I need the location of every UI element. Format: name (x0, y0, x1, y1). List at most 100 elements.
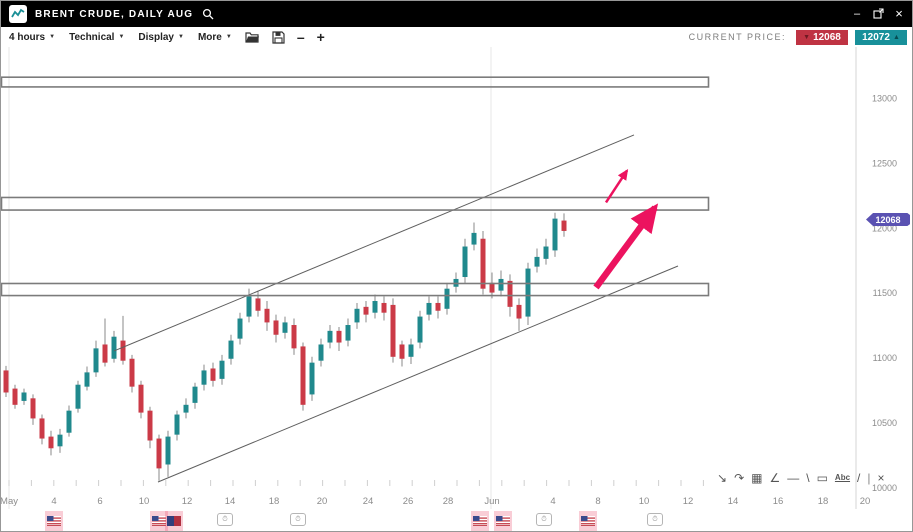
x-axis-label: 28 (443, 496, 454, 507)
candle-body (291, 325, 297, 349)
us-flag-icon[interactable] (494, 511, 512, 531)
candle-body (480, 238, 486, 289)
candle-body (507, 280, 513, 307)
search-icon[interactable] (202, 8, 214, 20)
news-events-row: ⏱ ⏱ ⏱ ⏱ (1, 511, 912, 531)
zoom-in-icon[interactable]: + (316, 29, 325, 45)
candle-body (426, 302, 432, 315)
rectangle-tool-icon[interactable]: ▭ (816, 471, 828, 485)
dropdown-more[interactable]: More ▼ (198, 32, 232, 43)
save-icon[interactable] (272, 30, 285, 44)
candle-body (165, 436, 171, 465)
down-arrow-icon: ▼ (803, 33, 811, 41)
y-axis-label: 11000 (873, 353, 897, 363)
chart-area[interactable]: 13000 12500 12000 11500 11000 10500 10000 May 4 6… (1, 47, 912, 531)
trendline-tool-icon[interactable]: \ (806, 471, 810, 485)
y-axis-label: 10000 (872, 483, 897, 493)
grid-tool-icon[interactable]: ▦ (751, 471, 763, 485)
close-button[interactable]: × (895, 6, 903, 21)
dropdown-group: 4 hours ▼ Technical ▼ Display ▼ More ▼ (1, 32, 232, 43)
x-axis-label: 10 (139, 496, 150, 507)
x-axis-label: 26 (403, 496, 414, 507)
us-flag-icon[interactable] (471, 511, 489, 531)
annotation-arrow-2[interactable] (604, 168, 629, 204)
us-flag-icon[interactable] (150, 511, 168, 531)
diagonal-line-tool-icon[interactable]: / (857, 471, 861, 485)
drawing-toolbar: ↘ ↷ ▦ ∠ — \ ▭ Abc / | × (717, 471, 885, 485)
dropdown-label: Technical (69, 31, 115, 43)
dropdown-label: Display (138, 31, 174, 43)
x-axis-label: 16 (773, 496, 784, 507)
candle-body (534, 256, 540, 267)
candle-body (552, 218, 558, 251)
candle-body (444, 288, 450, 309)
candle-body (174, 414, 180, 435)
calendar-event-icon[interactable]: ⏱ (290, 513, 306, 526)
candle-body (381, 302, 387, 313)
candle-body (399, 344, 405, 359)
y-axis-label: 10500 (872, 418, 897, 428)
zone-rectangle-3[interactable] (1, 282, 710, 297)
us-flag-icon[interactable] (45, 511, 63, 531)
candle-body (48, 436, 54, 449)
dropdown-4-hours[interactable]: 4 hours ▼ (9, 32, 55, 43)
minimize-button[interactable]: – (853, 8, 861, 20)
bid-price-badge: ▼ 12068 (796, 29, 848, 45)
candle-body (138, 384, 144, 413)
candle-body (12, 388, 18, 405)
candle-body (111, 336, 117, 359)
arrow-tool-icon[interactable]: ↘ (717, 471, 728, 485)
candle-body (354, 308, 360, 323)
event-glyph: ⏱ (290, 513, 306, 526)
x-axis-label: 12 (683, 496, 694, 507)
candle-body (363, 306, 369, 315)
up-arrow-icon: ▲ (892, 33, 900, 41)
calendar-event-icon[interactable]: ⏱ (536, 513, 552, 526)
candle-body (156, 438, 162, 469)
open-folder-icon[interactable] (245, 31, 259, 43)
us-flag-icon[interactable] (579, 511, 597, 531)
candle-body (543, 246, 549, 259)
candle-body (228, 340, 234, 359)
title-bar: BRENT CRUDE, DAILY AUG – × (1, 1, 912, 27)
candle-body (471, 232, 477, 245)
x-axis-label: 6 (97, 496, 102, 507)
x-axis-label: 20 (860, 496, 871, 507)
zoom-out-icon[interactable]: – (296, 29, 305, 45)
candle-body (462, 246, 468, 278)
candle-body (93, 348, 99, 373)
candle-body (21, 392, 27, 401)
candle-body (84, 372, 90, 387)
candle-body (3, 370, 9, 393)
fan-lines-tool-icon[interactable]: ∠ (769, 471, 781, 485)
annotation-arrow-1[interactable] (593, 203, 659, 290)
y-axis-label: 12500 (872, 158, 897, 168)
delete-tool-icon[interactable]: × (877, 471, 885, 485)
candle-body (372, 301, 378, 313)
candle-body (246, 296, 252, 317)
candle-body (129, 358, 135, 387)
calendar-event-icon[interactable]: ⏱ (647, 513, 663, 526)
curved-arrow-tool-icon[interactable]: ↷ (734, 471, 745, 485)
horizontal-line-tool-icon[interactable]: — (787, 471, 800, 485)
ask-price-badge: 12072 ▲ (855, 29, 907, 45)
zone-rectangle-1[interactable] (1, 76, 710, 88)
candle-body (417, 316, 423, 343)
x-axis-label: 4 (51, 496, 56, 507)
candle-body (525, 268, 531, 317)
channel-line-upper[interactable] (113, 134, 635, 352)
dropdown-technical[interactable]: Technical ▼ (69, 32, 124, 43)
text-tool-icon[interactable]: Abc (834, 473, 851, 482)
candle-body (147, 410, 153, 441)
candle-body (345, 325, 351, 341)
candle-body (210, 368, 216, 381)
dropdown-display[interactable]: Display ▼ (138, 32, 184, 43)
zone-rectangle-2[interactable] (1, 196, 710, 211)
candle-body (516, 304, 522, 319)
restore-button[interactable] (872, 7, 884, 21)
dark-flag-icon[interactable] (165, 511, 183, 531)
calendar-event-icon[interactable]: ⏱ (217, 513, 233, 526)
channel-line-lower[interactable] (157, 265, 679, 483)
current-price-label: CURRENT PRICE: (688, 32, 786, 42)
